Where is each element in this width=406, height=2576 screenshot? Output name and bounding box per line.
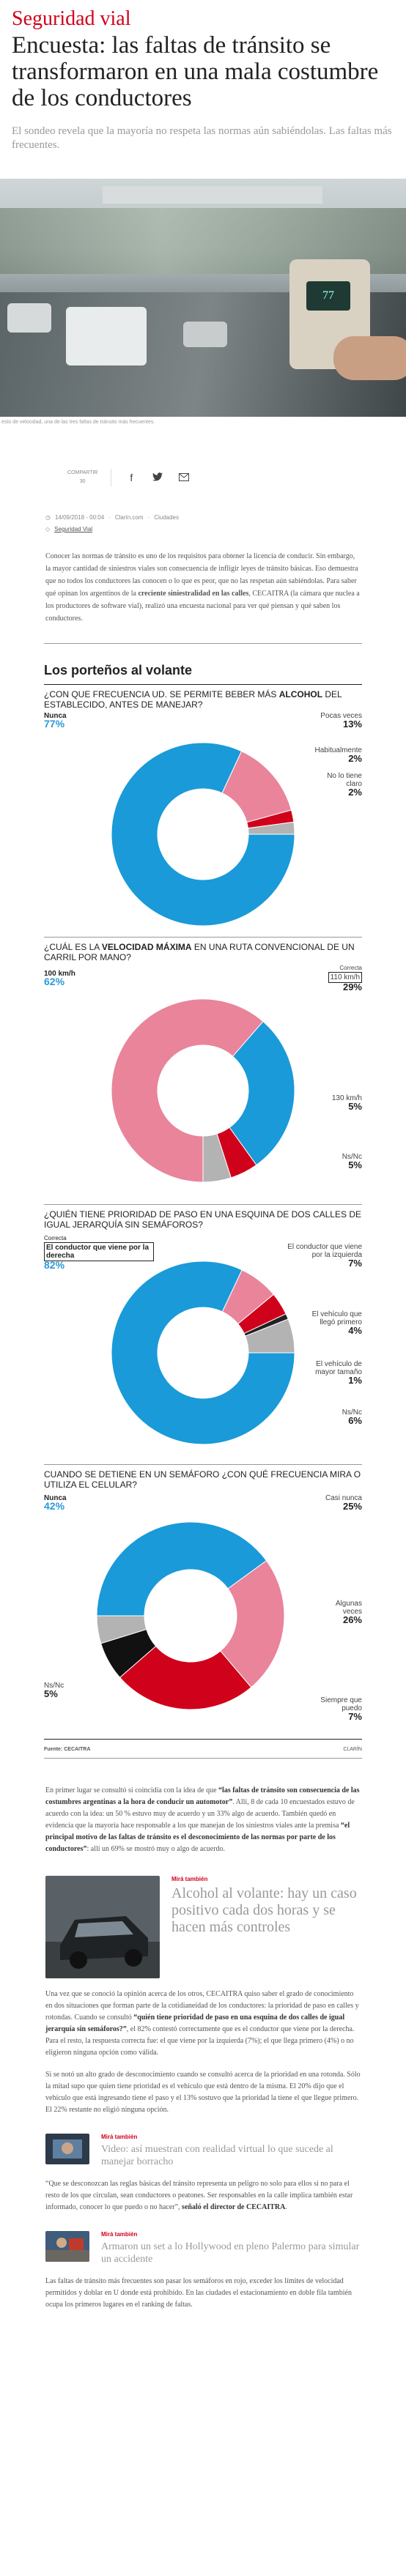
label-algunas-veces: Algunas veces 26% xyxy=(335,1600,362,1625)
meta-section-link[interactable]: Ciudades xyxy=(154,514,179,521)
pie-slice-1 xyxy=(111,998,264,1183)
label-siempre: Siempre que puedo 7% xyxy=(320,1696,362,1722)
hero-caption: esto de velocidad, una de las tres falta… xyxy=(1,420,155,425)
pie-slice-2 xyxy=(220,1560,285,1688)
email-icon[interactable] xyxy=(177,471,191,484)
question-2: ¿CUÁL ES LA VELOCIDAD MÁXIMA EN UNA RUTA… xyxy=(44,942,355,962)
question-4: CUANDO SE DETIENE EN UN SEMÁFORO ¿CON QU… xyxy=(44,1469,361,1490)
pie-slice-1 xyxy=(111,742,295,927)
related-thumbnail-1[interactable] xyxy=(45,1876,160,1978)
question-1: ¿CON QUE FRECUENCIA UD. SE PERMITE BEBER… xyxy=(44,689,342,710)
label-izquierda: El conductor que viene por la izquierda 7… xyxy=(287,1243,362,1269)
twitter-icon[interactable] xyxy=(151,471,164,484)
label-nsnc-4: Ns/Nc 5% xyxy=(44,1682,64,1699)
related-title[interactable]: Video: así muestran con realidad virtual… xyxy=(101,2144,333,2167)
related-thumbnail-2[interactable] xyxy=(45,2134,89,2164)
related-kicker: Mirá también xyxy=(101,2134,138,2140)
infographic-footer: Fuente: CECAITRA CLARÍN xyxy=(44,1747,362,1752)
body-paragraph-4: “Que se desconozcan las reglas básicas d… xyxy=(45,2180,353,2211)
label-nsnc: Ns/Nc 5% xyxy=(342,1153,362,1170)
article-dek: El sondeo revela que la mayoría no respe… xyxy=(12,125,392,151)
label-nunca: Nunca 77% xyxy=(44,712,67,730)
related-article-1[interactable]: Mirá también Alcohol al volante: hay un … xyxy=(45,1876,361,1978)
hero-image: 77 xyxy=(0,179,406,417)
article-body: En primer lugar se consultó si coincidía… xyxy=(0,1785,406,1855)
label-nsnc-3: Ns/Nc 6% xyxy=(342,1408,362,1426)
body-paragraph-1: En primer lugar se consultó si coincidía… xyxy=(45,1786,360,1853)
infographic-title: Los porteños al volante xyxy=(44,663,193,678)
label-derecha: Correcta El conductor que viene por la de… xyxy=(44,1234,154,1270)
clock-icon: ◷ xyxy=(45,514,51,521)
radar-readout: 77 xyxy=(306,281,350,311)
section-link[interactable]: Seguridad vial xyxy=(12,7,131,30)
body-paragraph-5: Las faltas de tránsito más frecuentes so… xyxy=(45,2277,352,2309)
chart-celular: Nunca 42% Casi nunca 25% Algunas veces 26% … xyxy=(44,1490,362,1731)
related-title[interactable]: Alcohol al volante: hay un caso positivo… xyxy=(171,1885,357,1935)
pie-slice-2 xyxy=(229,1020,295,1166)
body-paragraph-3: Si se notó un alto grado de desconocimie… xyxy=(45,2071,361,2114)
share-count: COMPARTIR 30 xyxy=(67,469,112,486)
question-3: ¿QUIÉN TIENE PRIORIDAD DE PASO EN UNA ES… xyxy=(44,1209,361,1230)
pie-slice-4 xyxy=(202,1133,232,1183)
label-mayor-tamano: El vehículo de mayor tamaño 1% xyxy=(315,1360,362,1386)
pie-slice-5 xyxy=(96,1615,147,1644)
label-nunca-4: Nunca 42% xyxy=(44,1494,67,1512)
pie-slice-4 xyxy=(247,821,295,835)
article-meta: ◷ 14/09/2018 - 00:04 · Clarín.com · Ciudad… xyxy=(45,514,179,532)
tag-icon: ◇ xyxy=(45,526,51,532)
related-kicker: Mirá también xyxy=(101,2231,138,2238)
chart-prioridad: Correcta El conductor que viene por la de… xyxy=(44,1230,362,1457)
chart-alcohol: Nunca 77% Pocas veces 13% Habitualmente 2% … xyxy=(44,710,362,929)
related-title[interactable]: Armaron un set a lo Hollywood en pleno P… xyxy=(101,2241,360,2265)
body-paragraph-2: Una vez que se conoció la opinión acerca… xyxy=(45,1990,359,2057)
pie-slice-5 xyxy=(244,1318,295,1354)
infographic: Los porteños al volante ¿CON QUE FRECUEN… xyxy=(0,643,406,1759)
source-note: Fuente: CECAITRA xyxy=(44,1747,91,1752)
pie-slice-1 xyxy=(96,1521,267,1617)
related-article-3[interactable]: Mirá también Armaron un set a lo Hollywo… xyxy=(45,2231,361,2265)
facebook-icon[interactable]: f xyxy=(130,472,133,483)
label-110kmh: Correcta 110 km/h 29% xyxy=(328,964,362,992)
label-llego-primero: El vehículo que llegó primero 4% xyxy=(311,1310,362,1336)
chart-velocidad: 100 km/h 62% Correcta 110 km/h 29% 130 km/h… xyxy=(44,962,362,1197)
label-100kmh: 100 km/h 62% xyxy=(44,970,75,987)
label-pocas-veces: Pocas veces 13% xyxy=(320,712,362,730)
brand-label: CLARÍN xyxy=(343,1747,362,1752)
label-habitualmente: Habitualmente 2% xyxy=(314,746,362,764)
label-130kmh: 130 km/h 5% xyxy=(331,1094,362,1112)
pie-slice-1 xyxy=(111,1261,295,1445)
share-bar: COMPARTIR 30 f xyxy=(0,469,406,486)
intro-paragraph: Conocer las normas de tránsito es uno de… xyxy=(45,552,360,623)
related-thumbnail-3[interactable] xyxy=(45,2231,89,2262)
related-article-2[interactable]: Mirá también Video: así muestran con rea… xyxy=(45,2134,361,2168)
related-kicker: Mirá también xyxy=(171,1876,208,1882)
pie-slice-3 xyxy=(119,1645,252,1710)
article-headline: Encuesta: las faltas de tránsito se tran… xyxy=(12,32,379,111)
label-no-lo-tiene-claro: No lo tiene claro 2% xyxy=(327,772,362,798)
label-casi-nunca: Casi nunca 25% xyxy=(325,1494,362,1512)
meta-tag-link[interactable]: Seguridad Vial xyxy=(54,526,93,532)
